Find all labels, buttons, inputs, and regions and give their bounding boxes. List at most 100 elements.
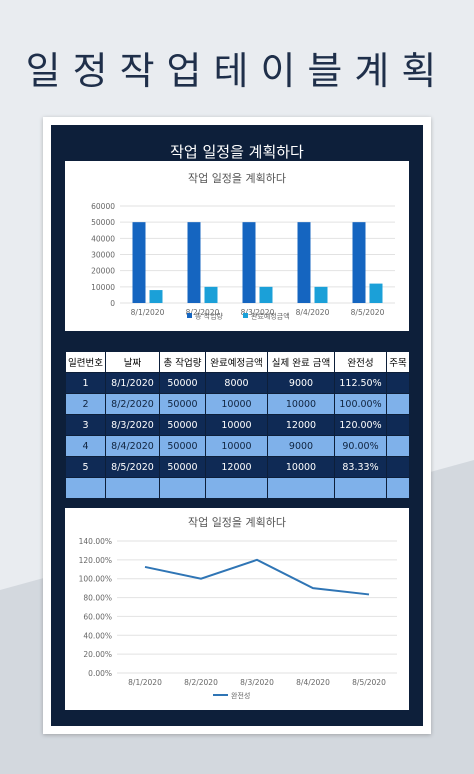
y-tick-label: 10000 bbox=[91, 283, 115, 292]
header-planned-amount: 완료예정금액 bbox=[205, 351, 268, 373]
cell-serial: 5 bbox=[65, 456, 106, 478]
header-date: 날짜 bbox=[105, 351, 160, 373]
cell-total-work: 50000 bbox=[159, 456, 206, 478]
x-tick-label: 8/4/2020 bbox=[296, 308, 330, 317]
table-row: 4 8/4/2020 50000 10000 9000 90.00% bbox=[65, 435, 410, 457]
bar bbox=[132, 222, 146, 303]
cell-planned-amount: 10000 bbox=[205, 393, 268, 415]
cell-note bbox=[386, 414, 410, 436]
y-tick-label: 120.00% bbox=[79, 556, 112, 565]
table-row-empty bbox=[65, 477, 410, 499]
legend-swatch bbox=[187, 313, 192, 318]
cell-actual-amount: 10000 bbox=[267, 456, 335, 478]
y-tick-label: 60.00% bbox=[83, 612, 112, 621]
y-tick-label: 140.00% bbox=[79, 537, 112, 546]
spreadsheet-preview: 작업 일정을 계획하다 작업 일정을 계획하다 60000 50000 40000 30… bbox=[43, 117, 431, 734]
cell-note bbox=[386, 456, 410, 478]
x-tick-label: 8/4/2020 bbox=[296, 678, 330, 687]
line-chart-card: 작업 일정을 계획하다 140.00% 120.00% 100.00% 80.00% 60… bbox=[65, 508, 409, 710]
cell-date: 8/5/2020 bbox=[105, 456, 160, 478]
cell-actual-amount: 12000 bbox=[267, 414, 335, 436]
bar bbox=[352, 222, 366, 303]
cell-note bbox=[386, 435, 410, 457]
cell-total-work: 50000 bbox=[159, 435, 206, 457]
x-tick-label: 8/3/2020 bbox=[240, 678, 274, 687]
cell-completeness: 90.00% bbox=[334, 435, 387, 457]
table-row: 2 8/2/2020 50000 10000 10000 100.00% bbox=[65, 393, 410, 415]
x-tick-label: 8/2/2020 bbox=[186, 308, 220, 317]
header-note: 주목 bbox=[386, 351, 410, 373]
legend-swatch bbox=[243, 313, 248, 318]
series-line bbox=[144, 558, 370, 596]
cell-actual-amount: 9000 bbox=[267, 435, 335, 457]
bar bbox=[259, 286, 273, 303]
cell-total-work: 50000 bbox=[159, 372, 206, 394]
schedule-table: 일련번호 날짜 총 작업량 완료예정금액 실제 완료 금액 완전성 주목 1 8… bbox=[65, 351, 410, 499]
x-tick-label: 8/2/2020 bbox=[184, 678, 218, 687]
line-chart: 작업 일정을 계획하다 140.00% 120.00% 100.00% 80.00% 60… bbox=[79, 515, 397, 700]
cell-date: 8/2/2020 bbox=[105, 393, 160, 415]
bar bbox=[369, 283, 383, 303]
table-row: 1 8/1/2020 50000 8000 9000 112.50% bbox=[65, 372, 410, 394]
header-total-work: 총 작업량 bbox=[159, 351, 206, 373]
cell-completeness: 100.00% bbox=[334, 393, 387, 415]
table-row: 5 8/5/2020 50000 12000 10000 83.33% bbox=[65, 456, 410, 478]
cell-date: 8/1/2020 bbox=[105, 372, 160, 394]
bar bbox=[149, 290, 163, 303]
cell-note bbox=[386, 372, 410, 394]
chart-title: 작업 일정을 계획하다 bbox=[188, 171, 286, 185]
y-tick-label: 0 bbox=[110, 299, 115, 308]
sheet-background: 작업 일정을 계획하다 작업 일정을 계획하다 60000 50000 40000 30… bbox=[51, 125, 423, 726]
cell-completeness: 112.50% bbox=[334, 372, 387, 394]
cell-note bbox=[386, 393, 410, 415]
table-row: 3 8/3/2020 50000 10000 12000 120.00% bbox=[65, 414, 410, 436]
y-tick-label: 60000 bbox=[91, 202, 115, 211]
cell-serial: 3 bbox=[65, 414, 106, 436]
sheet-title: 작업 일정을 계획하다 bbox=[170, 143, 304, 161]
cell-total-work: 50000 bbox=[159, 393, 206, 415]
y-tick-label: 40.00% bbox=[83, 631, 112, 640]
bar bbox=[242, 222, 256, 303]
cell-planned-amount: 8000 bbox=[205, 372, 268, 394]
header-actual-amount: 실제 완료 금액 bbox=[267, 351, 335, 373]
legend-label: 완료예정금액 bbox=[251, 312, 290, 321]
bar-chart: 작업 일정을 계획하다 60000 50000 40000 30000 20000 1000… bbox=[91, 171, 395, 321]
y-tick-label: 80.00% bbox=[83, 594, 112, 603]
x-tick-label: 8/1/2020 bbox=[131, 308, 165, 317]
cell-serial: 4 bbox=[65, 435, 106, 457]
y-tick-label: 20.00% bbox=[83, 650, 112, 659]
cell-serial: 2 bbox=[65, 393, 106, 415]
cell-total-work: 50000 bbox=[159, 414, 206, 436]
y-tick-label: 40000 bbox=[91, 234, 115, 243]
y-tick-label: 30000 bbox=[91, 251, 115, 260]
x-tick-label: 8/3/2020 bbox=[241, 308, 275, 317]
legend-label: 완전성 bbox=[231, 691, 250, 700]
bar-chart-card: 작업 일정을 계획하다 60000 50000 40000 30000 20000 1000… bbox=[65, 161, 409, 331]
table-header-row: 일련번호 날짜 총 작업량 완료예정금액 실제 완료 금액 완전성 주목 bbox=[65, 351, 410, 373]
cell-actual-amount: 9000 bbox=[267, 372, 335, 394]
cell-planned-amount: 10000 bbox=[205, 414, 268, 436]
bar bbox=[187, 222, 201, 303]
legend-label: 총 작업량 bbox=[195, 312, 224, 321]
y-tick-label: 20000 bbox=[91, 267, 115, 276]
x-tick-label: 8/5/2020 bbox=[352, 678, 386, 687]
header-completeness: 완전성 bbox=[334, 351, 387, 373]
cell-date: 8/3/2020 bbox=[105, 414, 160, 436]
bar bbox=[297, 222, 311, 303]
y-tick-label: 100.00% bbox=[79, 575, 112, 584]
cell-planned-amount: 10000 bbox=[205, 435, 268, 457]
cell-planned-amount: 12000 bbox=[205, 456, 268, 478]
y-tick-label: 0.00% bbox=[88, 669, 112, 678]
cell-serial: 1 bbox=[65, 372, 106, 394]
cell-completeness: 83.33% bbox=[334, 456, 387, 478]
cell-actual-amount: 10000 bbox=[267, 393, 335, 415]
cell-date: 8/4/2020 bbox=[105, 435, 160, 457]
y-tick-label: 50000 bbox=[91, 218, 115, 227]
x-tick-label: 8/5/2020 bbox=[351, 308, 385, 317]
x-tick-label: 8/1/2020 bbox=[128, 678, 162, 687]
page-title: 일정작업테이블계획 bbox=[25, 49, 449, 93]
bar bbox=[204, 286, 218, 303]
header-serial: 일련번호 bbox=[65, 351, 106, 373]
cell-completeness: 120.00% bbox=[334, 414, 387, 436]
chart-title: 작업 일정을 계획하다 bbox=[188, 515, 286, 529]
